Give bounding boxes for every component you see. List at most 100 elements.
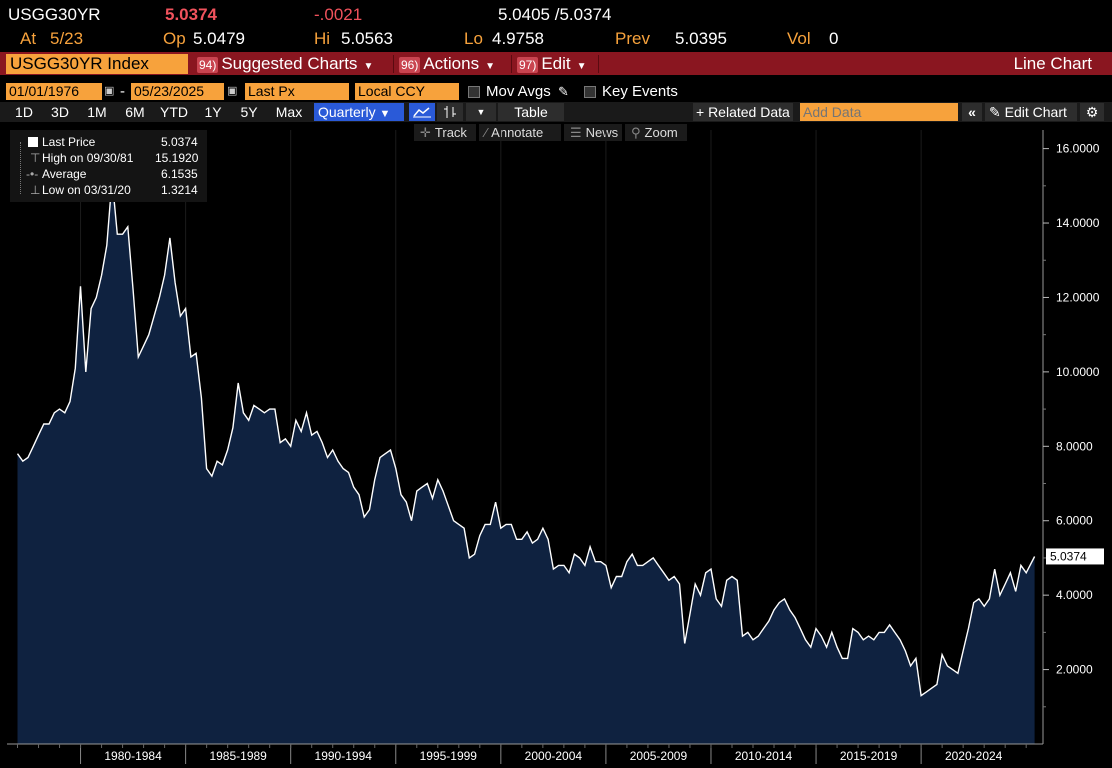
news-icon: ☰ bbox=[570, 125, 582, 140]
price-line bbox=[16, 178, 1036, 697]
high-label: Hi bbox=[314, 29, 331, 48]
edit-menu[interactable]: 97) Edit ▼ bbox=[517, 53, 587, 75]
bar-chart-button[interactable] bbox=[437, 103, 463, 121]
settings-button[interactable]: ⚙ bbox=[1080, 103, 1104, 121]
gear-icon: ⚙ bbox=[1085, 104, 1099, 120]
search-icon: ⚲ bbox=[631, 125, 641, 140]
legend-tree-line bbox=[20, 142, 22, 194]
y-tick-label: 2.0000 bbox=[1056, 663, 1093, 677]
at-label: At bbox=[20, 29, 37, 48]
zoom-tool[interactable]: ⚲ Zoom bbox=[625, 124, 687, 141]
calendar-icon[interactable]: ▣ bbox=[104, 85, 115, 97]
currency-select[interactable]: Local CCY bbox=[355, 83, 459, 100]
timeframe-max[interactable]: Max bbox=[275, 104, 303, 120]
edit-chart-label: Edit Chart bbox=[1004, 104, 1067, 120]
legend-last-price-value: 5.0374 bbox=[161, 135, 198, 149]
security-input[interactable]: USGG30YR Index bbox=[6, 54, 188, 74]
timeframe-ytd[interactable]: YTD bbox=[160, 104, 188, 120]
edit-chart-button[interactable]: ✎ Edit Chart bbox=[985, 103, 1077, 121]
x-tick-label: 2020-2024 bbox=[945, 749, 1003, 763]
ticker-label: USGG30YR bbox=[8, 5, 101, 24]
timeframe-1m[interactable]: 1M bbox=[87, 104, 107, 120]
x-tick-label: 1990-1994 bbox=[315, 749, 373, 763]
suggested-charts-menu[interactable]: 94) Suggested Charts ▼ bbox=[197, 53, 373, 75]
legend-average-label: Average bbox=[42, 167, 87, 181]
periodicity-label: Quarterly bbox=[318, 104, 376, 120]
mov-avgs-checkbox[interactable] bbox=[468, 86, 480, 98]
chart-style-dropdown[interactable]: ▼ bbox=[466, 103, 496, 121]
high-value: 5.0563 bbox=[341, 29, 393, 48]
y-tick-label: 12.0000 bbox=[1056, 290, 1100, 304]
prev-label: Prev bbox=[615, 29, 650, 48]
legend-high-value: 15.1920 bbox=[155, 151, 199, 165]
suggested-charts-number: 94) bbox=[197, 57, 219, 73]
legend-average-value: 6.1535 bbox=[161, 167, 198, 181]
edit-number: 97) bbox=[517, 57, 539, 73]
average-marker-icon: -•- bbox=[26, 167, 39, 181]
annotate-tool[interactable]: ∕ Annotate bbox=[479, 124, 561, 141]
news-label: News bbox=[585, 125, 619, 140]
command-bar bbox=[0, 52, 1112, 75]
edit-label: Edit bbox=[541, 54, 571, 73]
pencil-icon[interactable]: ✎ bbox=[558, 84, 569, 99]
volume-value: 0 bbox=[829, 29, 839, 48]
low-label: Lo bbox=[464, 29, 483, 48]
key-events-checkbox[interactable] bbox=[584, 86, 596, 98]
timeframe-1d[interactable]: 1D bbox=[15, 104, 33, 120]
last-value-label: 5.0374 bbox=[1050, 549, 1087, 563]
x-tick-label: 2000-2004 bbox=[525, 749, 583, 763]
timeframe-5y[interactable]: 5Y bbox=[240, 104, 258, 120]
table-button[interactable]: Table bbox=[498, 103, 564, 121]
date-range-dash: - bbox=[120, 83, 125, 100]
line-chart-button[interactable] bbox=[409, 103, 435, 121]
net-change: -.0021 bbox=[314, 5, 363, 24]
actions-menu[interactable]: 96) Actions ▼ bbox=[399, 53, 495, 75]
news-tool[interactable]: ☰ News bbox=[564, 124, 622, 141]
timeframe-1y[interactable]: 1Y bbox=[204, 104, 222, 120]
open-value: 5.0479 bbox=[193, 29, 245, 48]
annotate-label: Annotate bbox=[491, 125, 544, 140]
collapse-button[interactable]: « bbox=[962, 103, 982, 121]
chevron-down-icon: ▼ bbox=[576, 61, 587, 72]
open-label: Op bbox=[163, 29, 186, 48]
timeframe-6m[interactable]: 6M bbox=[125, 104, 145, 120]
y-tick-label: 14.0000 bbox=[1056, 216, 1100, 230]
annotate-icon: ∕ bbox=[485, 125, 488, 140]
last-price: 5.0374 bbox=[165, 5, 217, 24]
legend-swatch bbox=[28, 137, 38, 147]
zoom-label: Zoom bbox=[644, 125, 678, 140]
calendar-icon[interactable]: ▣ bbox=[227, 85, 238, 97]
ohlc-bars-icon bbox=[444, 106, 456, 118]
x-tick-label: 2010-2014 bbox=[735, 749, 793, 763]
legend-low-label: Low on 03/31/20 bbox=[42, 183, 131, 197]
key-events-label: Key Events bbox=[602, 83, 678, 100]
start-date-input[interactable]: 01/01/1976 bbox=[6, 83, 102, 100]
suggested-charts-label: Suggested Charts bbox=[221, 54, 358, 73]
chevron-down-icon: ▼ bbox=[485, 61, 495, 72]
y-tick-label: 10.0000 bbox=[1056, 365, 1100, 379]
legend-last-price-label: Last Price bbox=[42, 135, 96, 149]
periodicity-select[interactable]: Quarterly ▼ bbox=[314, 103, 404, 121]
y-tick-label: 6.0000 bbox=[1056, 514, 1093, 528]
related-data-button[interactable]: + Related Data bbox=[693, 103, 793, 121]
x-tick-label: 2005-2009 bbox=[630, 749, 688, 763]
add-data-input[interactable] bbox=[800, 103, 958, 121]
prev-value: 5.0395 bbox=[675, 29, 727, 48]
last-value-box bbox=[1046, 548, 1104, 565]
x-tick-label: 1995-1999 bbox=[420, 749, 478, 763]
high-marker-icon: ⊤ bbox=[30, 151, 41, 165]
x-tick-label: 1980-1984 bbox=[104, 749, 162, 763]
low-marker-icon: ⊥ bbox=[30, 183, 41, 197]
chart-type-title: Line Chart bbox=[1013, 54, 1092, 73]
y-tick-label: 8.0000 bbox=[1056, 439, 1093, 453]
y-tick-label: 4.0000 bbox=[1056, 588, 1093, 602]
timeframe-3d[interactable]: 3D bbox=[51, 104, 69, 120]
x-tick-label: 2015-2019 bbox=[840, 749, 898, 763]
field-select[interactable]: Last Px bbox=[245, 83, 349, 100]
track-tool[interactable]: ✛ Track bbox=[414, 124, 476, 141]
end-date-input[interactable]: 05/23/2025 bbox=[131, 83, 224, 100]
chart-legend: Last Price 5.0374 ⊤ High on 09/30/81 15.… bbox=[10, 130, 207, 202]
at-value: 5/23 bbox=[50, 29, 84, 48]
x-tick-label: 1985-1989 bbox=[209, 749, 267, 763]
